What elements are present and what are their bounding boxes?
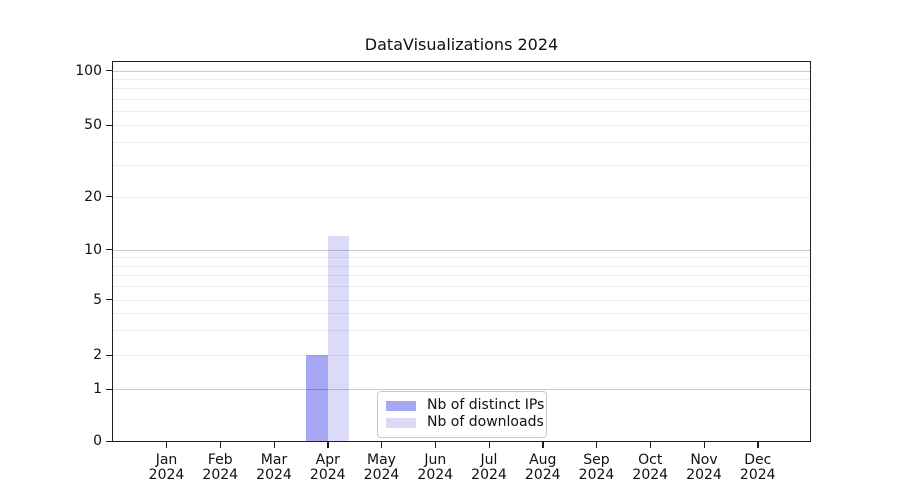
bar-nb-of-downloads [327, 235, 350, 441]
x-tick-month: Dec [744, 452, 772, 468]
x-tick-month: Mar [260, 452, 288, 468]
y-tick-mark [106, 354, 112, 356]
chart-title: DataVisualizations 2024 [364, 35, 559, 54]
x-tick-mark [542, 442, 544, 448]
x-tick-month: Aug [529, 452, 557, 468]
x-tick-year: 2024 [739, 467, 776, 483]
legend-label-distinct-ips: Nb of distinct IPs [427, 397, 545, 413]
x-tick-mark [596, 442, 598, 448]
y-tick-mark [106, 124, 112, 126]
x-tick-year: 2024 [632, 467, 669, 483]
x-tick-month: Feb [207, 452, 233, 468]
legend-swatch-downloads [386, 417, 416, 428]
x-tick-year: 2024 [417, 467, 454, 483]
x-tick-label: Jan 2024 [135, 453, 199, 483]
legend-row: Nb of distinct IPs [378, 397, 546, 414]
x-tick-month: Jul [480, 452, 498, 468]
x-tick-label: Oct 2024 [618, 453, 682, 483]
x-tick-month: Jan [155, 452, 178, 468]
x-tick-mark [166, 442, 168, 448]
x-tick-month: Jun [424, 452, 447, 468]
x-tick-label: May 2024 [350, 453, 414, 483]
legend: Nb of distinct IPs Nb of downloads [377, 391, 547, 438]
legend-label-downloads: Nb of downloads [427, 414, 544, 430]
x-tick-label: Nov 2024 [672, 453, 736, 483]
x-tick-mark [273, 442, 275, 448]
x-tick-mark [434, 442, 437, 448]
x-tick-mark [757, 442, 759, 448]
x-tick-year: 2024 [148, 467, 185, 483]
x-tick-year: 2024 [471, 467, 507, 483]
y-tick-label: 0 [93, 433, 102, 449]
y-tick-mark [106, 440, 112, 442]
x-tick-label: Apr 2024 [296, 453, 360, 483]
x-tick-year: 2024 [686, 467, 722, 483]
y-tick-label: 100 [75, 62, 102, 79]
legend-row: Nb of downloads [378, 414, 546, 431]
x-tick-mark [381, 442, 383, 448]
x-tick-year: 2024 [309, 467, 346, 483]
x-tick-month: Sep [583, 452, 610, 468]
y-tick-label: 10 [84, 241, 102, 258]
y-tick-mark [106, 196, 112, 198]
y-tick-label: 1 [93, 381, 102, 397]
bar-nb-of-distinct-ips [306, 355, 328, 441]
x-tick-mark [327, 442, 329, 448]
y-tick-label: 50 [84, 117, 102, 133]
x-tick-month: Nov [690, 452, 718, 468]
y-tick-mark [106, 70, 112, 72]
legend-swatch-distinct-ips [386, 400, 416, 411]
x-tick-year: 2024 [202, 467, 239, 483]
x-tick-mark [649, 442, 652, 448]
y-tick-mark [106, 388, 112, 390]
x-tick-label: Mar 2024 [242, 453, 306, 483]
x-tick-label: Sep 2024 [565, 453, 629, 483]
x-tick-year: 2024 [256, 467, 292, 483]
x-tick-label: Jun 2024 [403, 453, 467, 483]
y-tick-label: 20 [84, 188, 102, 205]
x-tick-month: Apr [315, 452, 340, 468]
x-tick-year: 2024 [363, 467, 400, 483]
x-tick-month: Oct [638, 452, 663, 468]
y-tick-label: 5 [93, 291, 102, 308]
x-tick-mark [488, 442, 490, 448]
x-tick-label: Jul 2024 [457, 453, 521, 483]
x-tick-label: Dec 2024 [726, 453, 790, 483]
x-tick-label: Feb 2024 [188, 453, 252, 483]
y-tick-mark [106, 249, 112, 251]
x-tick-year: 2024 [524, 467, 561, 483]
x-tick-year: 2024 [578, 467, 615, 483]
y-tick-mark [106, 299, 112, 301]
x-tick-mark [703, 442, 705, 448]
x-tick-month: May [367, 452, 396, 468]
x-tick-mark [219, 442, 222, 448]
x-tick-label: Aug 2024 [511, 453, 575, 483]
y-tick-label: 2 [93, 347, 102, 363]
bars-layer [113, 62, 810, 441]
plot-area [112, 61, 811, 442]
